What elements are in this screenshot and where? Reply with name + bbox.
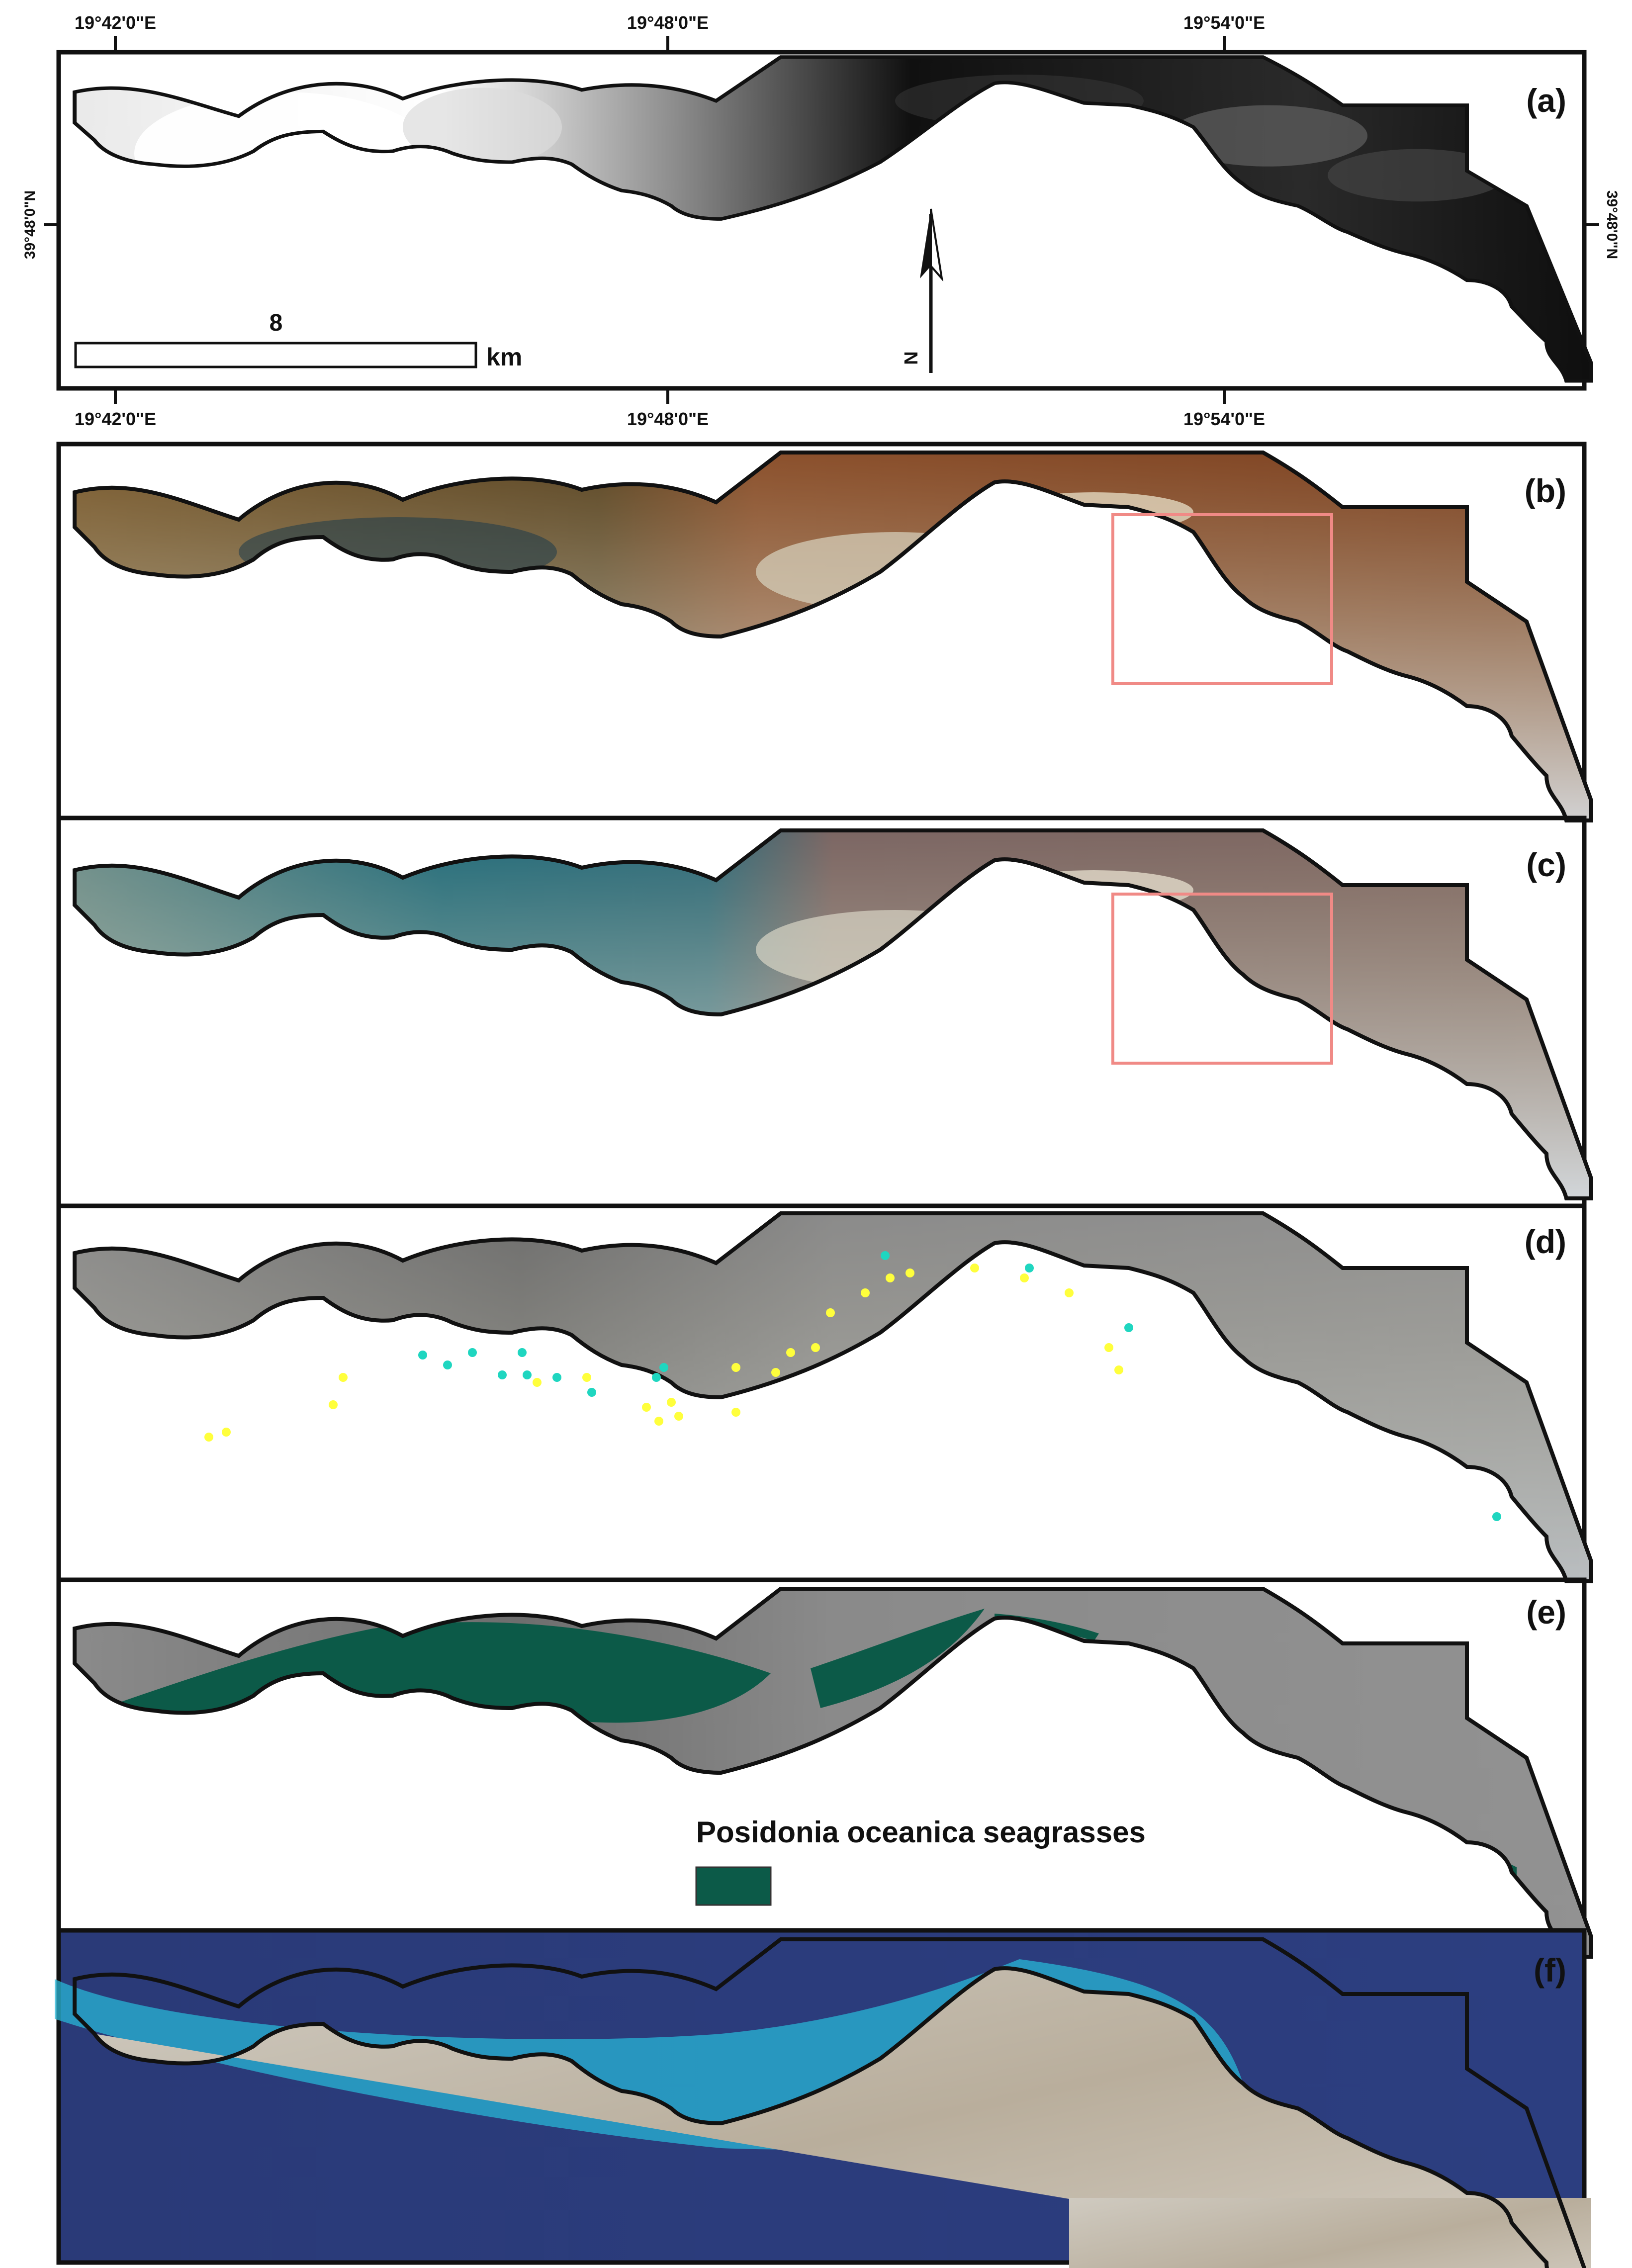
panel-c-inset-box bbox=[1111, 893, 1333, 1065]
panel-b-label: (b) bbox=[1525, 472, 1566, 509]
legend-label: Posidonia oceanica seagrasses bbox=[696, 1815, 1146, 1849]
sample-points-cyan bbox=[418, 1251, 1501, 1521]
scale-bar: 8 km bbox=[74, 310, 522, 371]
top-lon-label-3: 19°54'0"E bbox=[1183, 12, 1265, 33]
north-arrow: N bbox=[901, 208, 944, 373]
panel-c-label: (c) bbox=[1526, 846, 1566, 883]
sample-points-yellow bbox=[204, 1264, 1123, 1442]
bottom-lon-label-1: 19°42'0"E bbox=[75, 409, 156, 429]
panel-a-label: (a) bbox=[1526, 82, 1566, 119]
panel-d-label: (d) bbox=[1525, 1223, 1566, 1260]
panel-f-label: (f) bbox=[1534, 1952, 1566, 1989]
legend: Posidonia oceanica seagrasses bbox=[695, 1815, 1146, 1906]
panel-b-inset-box bbox=[1111, 513, 1333, 685]
scale-bar-unit: km bbox=[486, 343, 522, 371]
top-lon-label-1: 19°42'0"E bbox=[75, 12, 156, 33]
panel-e-label: (e) bbox=[1526, 1594, 1566, 1631]
top-lon-label-2: 19°48'0"E bbox=[627, 12, 709, 33]
panel-d: (d) bbox=[56, 1203, 1616, 1611]
panel-b: (b) bbox=[56, 442, 1616, 850]
scale-bar-value: 8 bbox=[270, 310, 283, 336]
panel-a-frame bbox=[44, 36, 1599, 404]
left-lat-label: 39°48'0"N bbox=[22, 190, 38, 259]
legend-swatch bbox=[695, 1866, 772, 1906]
bottom-lon-label-3: 19°54'0"E bbox=[1183, 409, 1265, 429]
bottom-lon-label-2: 19°48'0"E bbox=[627, 409, 709, 429]
right-lat-label: 39°48'0"N bbox=[1604, 190, 1620, 259]
panel-e: (e) bbox=[56, 1577, 1616, 1987]
panel-c: (c) bbox=[56, 816, 1616, 1208]
north-arrow-label: N bbox=[901, 351, 922, 364]
panel-f: (f) bbox=[55, 1928, 1591, 2268]
